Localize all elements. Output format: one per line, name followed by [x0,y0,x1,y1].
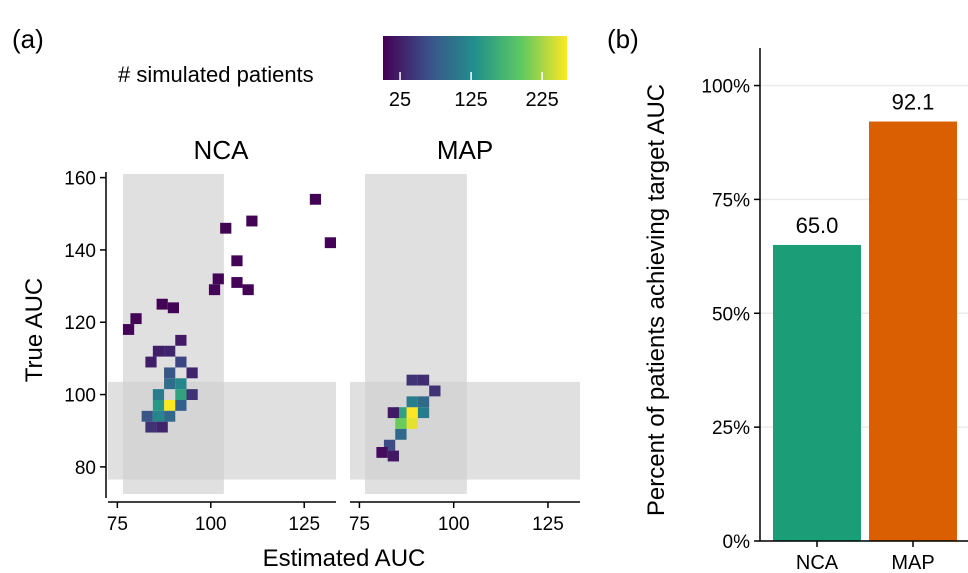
heatmap-cell [152,389,165,400]
bar-x-tick-label: NCA [796,552,839,573]
heatmap-cell [164,410,176,422]
x-axis-title: Estimated AUC [263,545,426,572]
heatmap-cell [164,345,176,357]
heatmap-cell [406,407,418,419]
heatmap-cell [152,399,165,411]
heatmap-cell [175,378,187,390]
heatmap-cell [395,418,407,429]
y-tick-label: 80 [75,458,96,479]
bar-y-tick-label: 25% [712,418,750,439]
heatmap-cell [164,378,176,390]
target-band-horizontal [108,381,336,480]
target-band-horizontal [350,381,580,480]
x-tick-label: 100 [438,514,470,535]
panel-a: (a) # simulated patients 25 125 225 NCA MA… [12,24,580,572]
heatmap-cell [156,298,168,310]
x-tick-label: 75 [349,514,370,535]
bars: 65.0 92.1 [773,90,957,542]
heatmap-cell [376,446,388,458]
bar-y-tick-label: 100% [701,77,750,98]
heatmap-cell [212,273,224,285]
heatmap-cell [152,410,165,422]
panel-b: (b) Percent of patients achieving target… [607,24,968,573]
panel-a-axes: 80 100 120 140 160 75 100 125 75 100 125 [64,169,580,535]
facet-label-map: MAP [437,135,493,165]
bar-y-axis-title: Percent of patients achieving target AUC [643,84,670,516]
colorbar-ticks: 25 125 225 [389,72,559,111]
heatmap-cell [164,399,176,411]
heatmap-cell [406,374,418,386]
bar-y-tick-label: 50% [712,304,750,325]
y-tick-label: 100 [64,386,96,407]
heatmap-cell [429,385,441,397]
colorbar-tick-label: 25 [389,89,411,111]
heatmap-cell [175,334,187,346]
heatmap-cell [167,302,180,314]
heatmap-cell [417,396,430,408]
bar-map [869,121,957,541]
facet-nca [108,174,336,494]
heatmap-cell [242,284,254,296]
colorbar [383,36,567,80]
heatmap-cell [417,407,430,419]
heatmap-cell [220,222,232,234]
heatmap-cell [164,367,176,379]
bar-nca [773,244,861,542]
heatmap-cell [208,284,221,296]
y-tick-label: 120 [64,313,96,334]
heatmap-cell [387,450,400,462]
bar-value-label: 65.0 [796,213,839,238]
heatmap-cell [395,428,407,440]
facet-map [350,174,580,494]
heatmap-cell [152,345,165,357]
heatmap-cell [231,255,243,267]
heatmap-cell [156,421,168,433]
heatmap-cell [309,193,322,205]
heatmap-cell [186,367,198,379]
panel-a-label: (a) [12,24,44,54]
x-tick-label: 100 [195,514,227,535]
legend-title: # simulated patients [118,62,314,87]
heatmap-cell [406,396,418,408]
heatmap-cell [387,407,400,419]
heatmap-cell [141,410,153,422]
colorbar-tick-label: 225 [525,89,558,111]
bar-y-tick-label: 0% [723,532,751,553]
heatmap-cell [231,277,243,288]
bar-value-label: 92.1 [892,90,935,115]
x-tick-label: 125 [288,514,320,535]
heatmap-cell [175,356,187,368]
heatmap-cell [383,439,396,451]
bar-x-tick-label: MAP [891,552,934,573]
bar-axes: 0% 25% 50% 75% 100% NCA MAP [701,48,968,573]
x-tick-label: 125 [532,514,564,535]
heatmap-cell [186,389,198,400]
heatmap-cell [130,313,142,325]
panel-b-label: (b) [607,24,639,54]
x-tick-label: 75 [107,514,128,535]
heatmap-cell [406,418,418,429]
y-tick-label: 160 [64,169,96,190]
heatmap-cell [122,324,135,335]
heatmap-cell [175,399,187,411]
bar-y-tick-label: 75% [712,190,750,211]
facet-label-nca: NCA [194,135,250,165]
y-tick-label: 140 [64,241,96,262]
heatmap-cell [324,237,336,249]
heatmap-cell [246,215,258,227]
heatmap-cell [175,389,187,400]
colorbar-tick-label: 125 [454,89,487,111]
y-axis-title: True AUC [21,278,48,382]
heatmap-cell [145,356,157,368]
heatmap-cell [417,374,430,386]
heatmap-cell [395,407,407,419]
heatmap-cell [145,421,157,433]
